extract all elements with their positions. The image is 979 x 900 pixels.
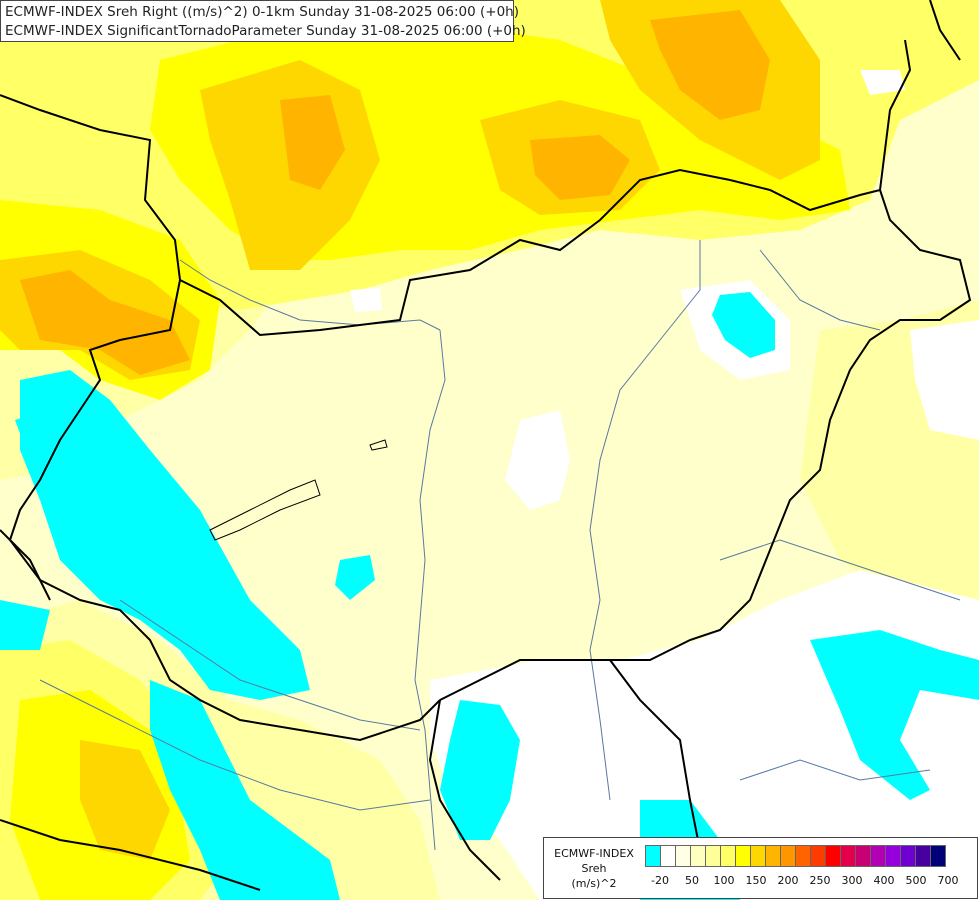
- lake-small-north: [369, 439, 388, 451]
- legend-tick-label: 400: [873, 874, 895, 887]
- field-orange-north-east: [650, 10, 770, 120]
- legend-tick-label: 300: [841, 874, 863, 887]
- legend-swatch: [855, 845, 871, 867]
- legend-tick-label: 50: [685, 874, 699, 887]
- river-east: [719, 539, 961, 601]
- map-title-line-2: ECMWF-INDEX SignificantTornadoParameter …: [5, 23, 526, 39]
- field-cyan-south-center: [440, 700, 520, 840]
- legend-swatch: [825, 845, 841, 867]
- river-drava: [119, 599, 421, 731]
- river-sava: [39, 679, 431, 811]
- field-white-center: [505, 410, 570, 510]
- legend-title-line-2: Sreh: [581, 862, 607, 875]
- field-cyan-west-edge: [0, 600, 50, 650]
- river-north-east: [759, 249, 881, 331]
- map-title-line-1: ECMWF-INDEX Sreh Right ((m/s)^2) 0-1km S…: [5, 4, 519, 20]
- legend-swatches: [645, 845, 946, 867]
- border-north-east: [879, 39, 912, 191]
- legend-swatch: [660, 845, 676, 867]
- border-far-north-east: [929, 0, 961, 61]
- legend-tick-label: 200: [777, 874, 799, 887]
- color-legend: ECMWF-INDEX Sreh (m/s)^2 -20 50 100 150 200 2…: [543, 837, 978, 899]
- border-north: [0, 94, 881, 337]
- legend-swatch: [675, 845, 691, 867]
- border-bottom-west: [0, 819, 261, 891]
- river-south-east: [739, 759, 931, 781]
- field-orange-north-center: [530, 135, 630, 200]
- field-orange-north-west: [280, 95, 345, 190]
- field-cyan-south-west: [150, 680, 340, 900]
- legend-swatch: [720, 845, 736, 867]
- field-white-north-center: [350, 288, 382, 312]
- legend-swatch: [885, 845, 901, 867]
- legend-swatch: [840, 845, 856, 867]
- field-gold-south-west: [80, 740, 170, 860]
- river-danube-south: [414, 329, 446, 851]
- field-white-north-east: [860, 70, 905, 95]
- legend-swatch: [750, 845, 766, 867]
- field-white-east: [910, 320, 979, 440]
- legend-title: ECMWF-INDEX Sreh (m/s)^2: [548, 846, 640, 891]
- legend-swatch: [690, 845, 706, 867]
- legend-swatch: [900, 845, 916, 867]
- field-cyan-north-east: [712, 292, 775, 358]
- legend-swatch: [795, 845, 811, 867]
- legend-tick-label: 700: [937, 874, 959, 887]
- legend-swatch: [735, 845, 751, 867]
- legend-tick-label: 500: [905, 874, 927, 887]
- field-cyan-far-west: [15, 410, 55, 460]
- legend-swatch: [765, 845, 781, 867]
- legend-title-line-3: (m/s)^2: [571, 877, 617, 890]
- legend-tick-label: 150: [745, 874, 767, 887]
- field-cyan-small-center: [335, 555, 375, 600]
- field-orange-west-lobe: [20, 270, 190, 375]
- legend-swatch: [915, 845, 931, 867]
- legend-tick-label: 250: [809, 874, 831, 887]
- river-danube-west: [179, 259, 441, 331]
- field-cyan-west: [20, 370, 310, 700]
- border-east: [439, 189, 972, 701]
- rivers: [39, 240, 961, 851]
- border-south-east: [609, 659, 701, 851]
- legend-ticks: -20 50 100 150 200 250 300 400 500 700: [645, 874, 970, 890]
- border-south: [428, 699, 501, 881]
- legend-tick-label: -20: [651, 874, 669, 887]
- legend-swatch: [930, 845, 946, 867]
- legend-swatch: [645, 845, 661, 867]
- map-title-box: ECMWF-INDEX Sreh Right ((m/s)^2) 0-1km S…: [0, 0, 526, 42]
- legend-tick-label: 100: [713, 874, 735, 887]
- lakes: [209, 439, 388, 541]
- legend-swatch: [870, 845, 886, 867]
- legend-swatch: [780, 845, 796, 867]
- legend-swatch: [810, 845, 826, 867]
- border-north-west: [0, 529, 51, 601]
- river-tisza: [589, 240, 701, 801]
- legend-title-line-1: ECMWF-INDEX: [554, 847, 634, 860]
- field-cyan-south-east: [810, 630, 979, 800]
- lake-balaton: [209, 479, 321, 541]
- legend-swatch: [705, 845, 721, 867]
